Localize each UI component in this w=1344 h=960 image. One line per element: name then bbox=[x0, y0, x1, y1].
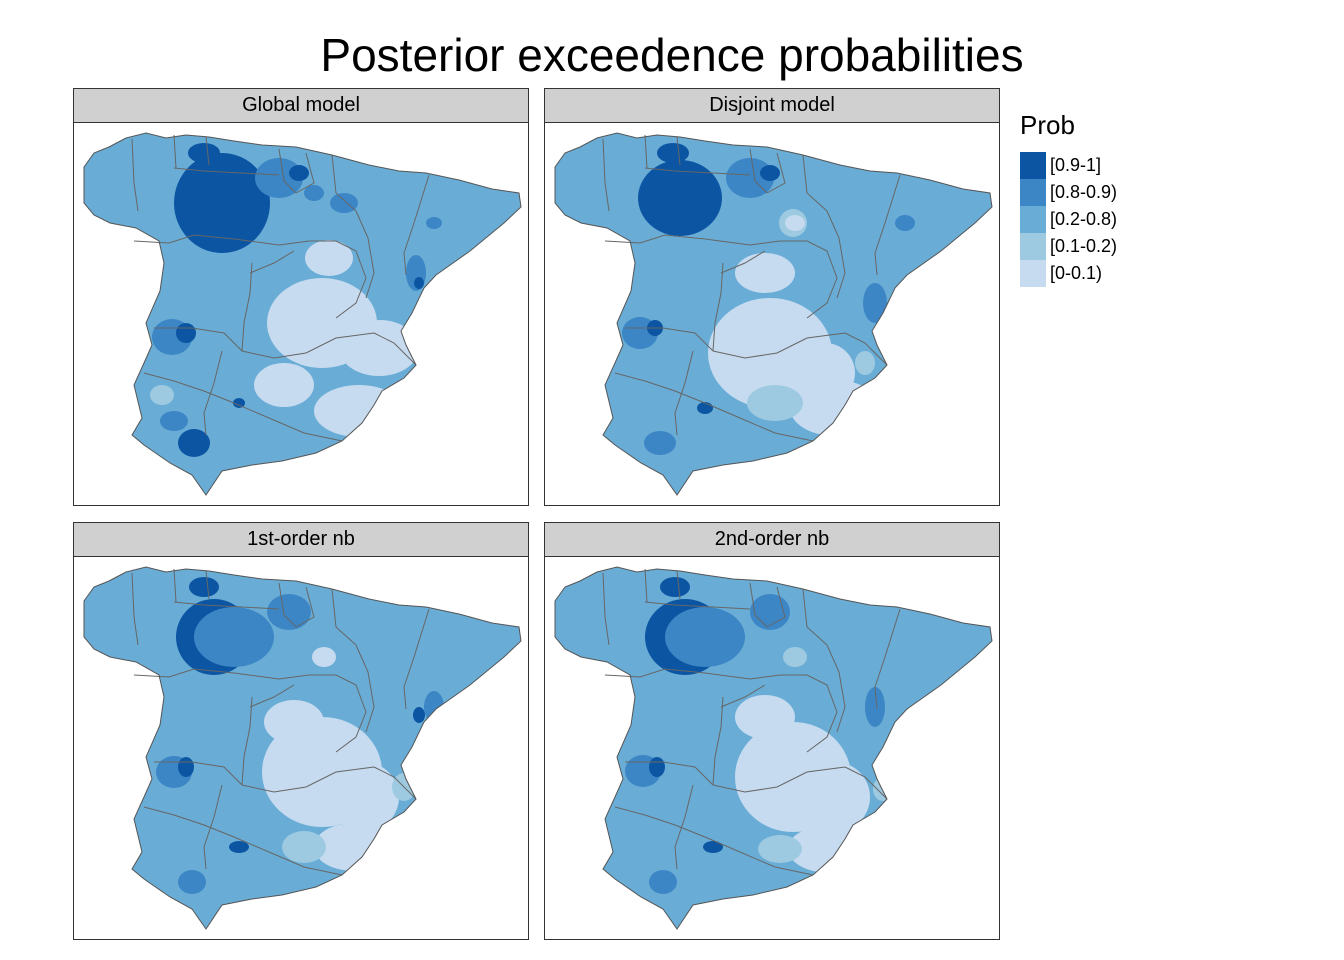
legend-item: [0.1-0.2) bbox=[1020, 233, 1117, 260]
probability-area bbox=[178, 870, 206, 894]
legend-item: [0.8-0.9) bbox=[1020, 179, 1117, 206]
probability-area bbox=[329, 762, 399, 832]
panel-2nd-order-nb: 2nd-order nb bbox=[544, 522, 1000, 940]
spain-map bbox=[83, 566, 522, 930]
probability-area bbox=[697, 402, 713, 414]
panel-strip-label: Global model bbox=[74, 89, 528, 123]
probability-areas bbox=[625, 577, 893, 894]
probability-area bbox=[304, 185, 324, 201]
legend-item: [0.2-0.8) bbox=[1020, 206, 1117, 233]
region-borders bbox=[131, 134, 430, 442]
panel-disjoint-model: Disjoint model bbox=[544, 88, 1000, 506]
probability-area bbox=[855, 351, 875, 375]
probability-area bbox=[339, 320, 419, 376]
region-borders bbox=[602, 568, 901, 876]
probability-area bbox=[312, 647, 336, 667]
probability-area bbox=[895, 215, 915, 231]
legend-item: [0-0.1) bbox=[1020, 260, 1117, 287]
probability-area bbox=[178, 429, 210, 457]
probability-area bbox=[863, 283, 887, 323]
legend-swatch bbox=[1020, 233, 1046, 260]
legend-label: [0-0.1) bbox=[1050, 263, 1103, 283]
probability-area bbox=[873, 777, 893, 801]
probability-area bbox=[865, 687, 885, 727]
probability-area bbox=[790, 380, 880, 436]
panel-strip-label: 1st-order nb bbox=[74, 523, 528, 557]
probability-area bbox=[282, 831, 326, 863]
spain-map bbox=[83, 132, 522, 496]
legend-label: [0.9-1] bbox=[1050, 155, 1102, 175]
legend-label: [0.8-0.9) bbox=[1050, 182, 1118, 202]
probability-area bbox=[314, 385, 404, 437]
legend-label: [0.2-0.8) bbox=[1050, 209, 1118, 229]
panel-1st-order-nb: 1st-order nb bbox=[73, 522, 529, 940]
probability-area bbox=[649, 870, 677, 894]
country-outline bbox=[554, 566, 993, 930]
region-borders bbox=[602, 134, 901, 442]
probability-area bbox=[644, 431, 676, 455]
probability-area bbox=[188, 143, 220, 163]
legend: Prob [0.9-1] [0.8-0.9) [0.2-0.8) [0.1-0.… bbox=[1020, 110, 1117, 287]
probability-area bbox=[800, 762, 870, 832]
probability-area bbox=[174, 153, 270, 253]
probability-area bbox=[665, 607, 745, 667]
panel-strip-label: Disjoint model bbox=[545, 89, 999, 123]
probability-area bbox=[289, 165, 309, 181]
probability-area bbox=[750, 594, 790, 630]
probability-area bbox=[410, 411, 434, 435]
legend-label: [0.1-0.2) bbox=[1050, 236, 1118, 256]
probability-area bbox=[330, 193, 358, 213]
probability-area bbox=[233, 398, 245, 408]
probability-area bbox=[264, 700, 324, 744]
country-outline bbox=[554, 132, 993, 496]
probability-area bbox=[660, 577, 690, 597]
probability-area bbox=[747, 385, 803, 421]
probability-area bbox=[254, 363, 314, 407]
legend-swatch bbox=[1020, 260, 1046, 287]
plot-title: Posterior exceedence probabilities bbox=[320, 29, 1024, 81]
probability-area bbox=[871, 399, 899, 427]
probability-area bbox=[178, 757, 194, 777]
probability-area bbox=[150, 385, 174, 405]
legend-swatch bbox=[1020, 206, 1046, 233]
legend-item: [0.9-1] bbox=[1020, 152, 1117, 179]
probability-area bbox=[760, 165, 780, 181]
probability-area bbox=[657, 143, 689, 163]
legend-swatch bbox=[1020, 179, 1046, 206]
spain-map bbox=[554, 132, 993, 496]
legend-swatch bbox=[1020, 152, 1046, 179]
spain-map bbox=[554, 566, 993, 930]
panel-strip-label: 2nd-order nb bbox=[545, 523, 999, 557]
region-borders bbox=[131, 568, 430, 876]
probability-area bbox=[703, 841, 723, 853]
probability-area bbox=[735, 253, 795, 293]
probability-area bbox=[414, 277, 424, 289]
probability-area bbox=[194, 607, 274, 667]
probability-areas bbox=[156, 577, 444, 894]
probability-area bbox=[189, 577, 219, 597]
probability-area bbox=[649, 757, 665, 777]
probability-area bbox=[785, 215, 805, 231]
probability-area bbox=[176, 323, 196, 343]
country-outline bbox=[83, 566, 522, 930]
probability-area bbox=[413, 707, 425, 723]
country-outline bbox=[83, 132, 522, 496]
probability-area bbox=[758, 835, 802, 863]
probability-area bbox=[305, 240, 353, 276]
probability-area bbox=[229, 841, 249, 853]
panel-global-model: Global model bbox=[73, 88, 529, 506]
probability-area bbox=[638, 160, 722, 236]
probability-area bbox=[426, 217, 442, 229]
legend-title: Prob bbox=[1020, 110, 1075, 140]
probability-area bbox=[267, 594, 311, 630]
probability-area bbox=[783, 647, 807, 667]
probability-area bbox=[160, 411, 188, 431]
probability-area bbox=[735, 695, 795, 739]
